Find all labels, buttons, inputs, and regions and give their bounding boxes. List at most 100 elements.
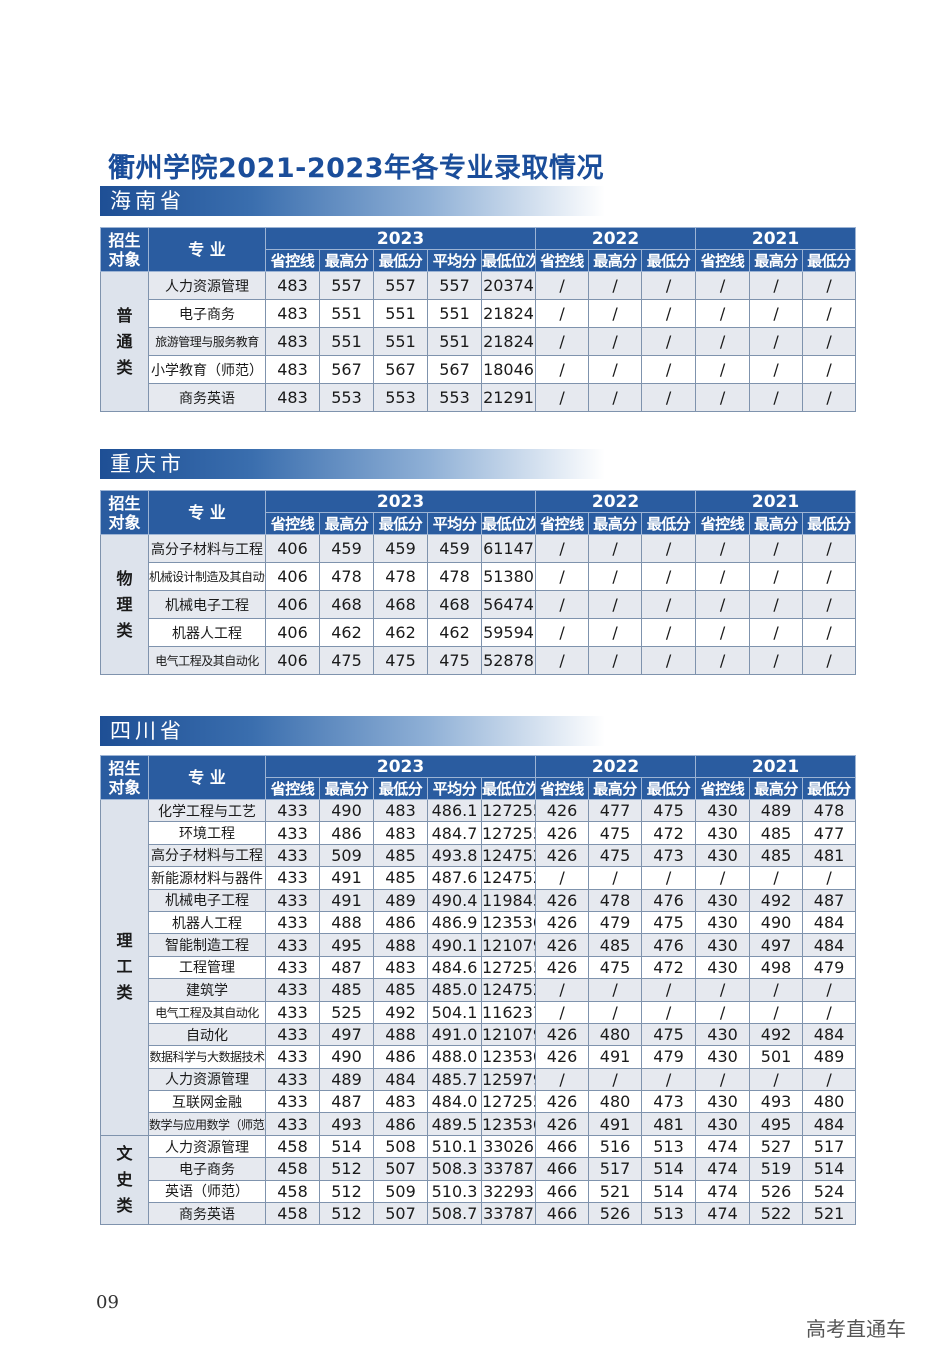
value-cell: 466 (535, 1157, 590, 1181)
value-cell: / (641, 327, 697, 356)
header-year: 2022 (535, 490, 697, 513)
value-cell: / (641, 355, 697, 384)
value-cell: 489 (749, 798, 804, 823)
value-cell: 557 (319, 271, 374, 300)
header-row-years: 招生 对象专 业 2023 2022 2021 (100, 227, 857, 272)
value-cell: / (695, 866, 751, 890)
value-cell: / (695, 646, 751, 675)
header-column: 最低分 (373, 249, 428, 272)
value-cell: 498 (749, 955, 804, 980)
value-cell: 484 (802, 1112, 857, 1136)
value-cell: / (588, 271, 643, 300)
value-cell: / (535, 590, 590, 619)
value-cell: 468 (373, 590, 428, 619)
value-cell: 497 (749, 933, 804, 957)
value-cell: / (588, 327, 643, 356)
value-cell: 516 (588, 1134, 643, 1159)
value-cell: 406 (265, 562, 320, 591)
value-cell: 567 (319, 355, 374, 384)
value-cell: / (802, 978, 857, 1002)
value-cell: 430 (695, 910, 751, 935)
section-banner-chongqing: 重庆市 (100, 449, 605, 479)
major-cell: 工程管理 (148, 955, 266, 980)
value-cell: / (588, 355, 643, 384)
value-cell: / (749, 271, 804, 300)
category-cell: 物理类 (100, 534, 149, 675)
value-cell: 406 (265, 618, 320, 647)
value-cell: 551 (373, 327, 428, 356)
value-cell: 21291 (480, 383, 537, 412)
header-column: 最高分 (319, 777, 374, 800)
value-cell: 512 (319, 1157, 374, 1181)
value-cell: 488 (373, 1022, 428, 1047)
value-cell: 509 (373, 1179, 428, 1204)
major-cell: 电子商务 (148, 299, 266, 328)
value-cell: / (749, 534, 804, 563)
header-row-years: 招生 对象专 业 2023 2022 2021 (100, 755, 857, 800)
header-column: 最高分 (749, 249, 804, 272)
value-cell: 557 (427, 271, 482, 300)
value-cell: 433 (265, 910, 320, 935)
value-cell: / (535, 355, 590, 384)
value-cell: 497 (319, 1022, 374, 1047)
value-cell: / (802, 1067, 857, 1092)
header-year: 2021 (695, 755, 857, 778)
major-cell: 小学教育（师范） (148, 355, 266, 384)
header-column: 最低分 (641, 512, 697, 535)
value-cell: / (802, 534, 857, 563)
header-column: 省控线 (265, 512, 320, 535)
value-cell: 123530 (480, 1045, 537, 1069)
value-cell: 507 (373, 1202, 428, 1226)
value-cell: 459 (319, 534, 374, 563)
admission-table-chongqing: 招生 对象专 业 2023 2022 2021 省控线 最高分 最低分 平均分 最低位次 省控线 最高… (100, 490, 857, 675)
value-cell: 514 (641, 1157, 697, 1181)
table-row: 环境工程433486483484.71272554264754724304854… (101, 821, 857, 845)
value-cell: / (802, 866, 857, 890)
value-cell: / (802, 355, 857, 384)
value-cell: / (749, 1067, 804, 1092)
value-cell: 476 (641, 888, 697, 912)
value-cell: 406 (265, 534, 320, 563)
value-cell: 551 (319, 327, 374, 356)
value-cell: 557 (373, 271, 428, 300)
value-cell: 484 (802, 910, 857, 935)
value-cell: 33026 (480, 1134, 537, 1159)
value-cell: 433 (265, 1090, 320, 1114)
value-cell: / (588, 866, 643, 890)
major-cell: 机器人工程 (148, 618, 266, 647)
value-cell: 483 (265, 383, 320, 412)
value-cell: 488 (319, 910, 374, 935)
header-column: 最低位次 (480, 512, 537, 535)
value-cell: 459 (373, 534, 428, 563)
value-cell: / (749, 1000, 804, 1024)
value-cell: / (535, 271, 590, 300)
value-cell: 124752 (480, 843, 537, 868)
value-cell: 466 (535, 1202, 590, 1226)
value-cell: 475 (319, 646, 374, 675)
value-cell: / (802, 271, 857, 300)
value-cell: / (802, 327, 857, 356)
value-cell: 426 (535, 955, 590, 980)
value-cell: 123530 (480, 910, 537, 935)
value-cell: 486 (373, 910, 428, 935)
value-cell: 475 (641, 910, 697, 935)
header-column: 平均分 (427, 249, 482, 272)
value-cell: 484 (802, 1022, 857, 1047)
header-column: 最高分 (588, 249, 643, 272)
value-cell: 458 (265, 1157, 320, 1181)
header-major: 专 业 (148, 490, 266, 535)
value-cell: 485 (749, 821, 804, 845)
value-cell: 492 (373, 1000, 428, 1024)
header-column: 最低位次 (480, 777, 537, 800)
header-year: 2023 (264, 227, 537, 250)
header-column: 最低分 (373, 512, 428, 535)
value-cell: 59594 (480, 618, 537, 647)
value-cell: / (641, 299, 697, 328)
value-cell: 32293 (480, 1179, 537, 1204)
value-cell: / (695, 271, 751, 300)
value-cell: 486 (373, 1045, 428, 1069)
value-cell: 485 (373, 978, 428, 1002)
table-row: 机械电子工程433491489490.411984542647847643049… (101, 888, 857, 912)
value-cell: 490 (319, 1045, 374, 1069)
value-cell: 475 (588, 955, 643, 980)
